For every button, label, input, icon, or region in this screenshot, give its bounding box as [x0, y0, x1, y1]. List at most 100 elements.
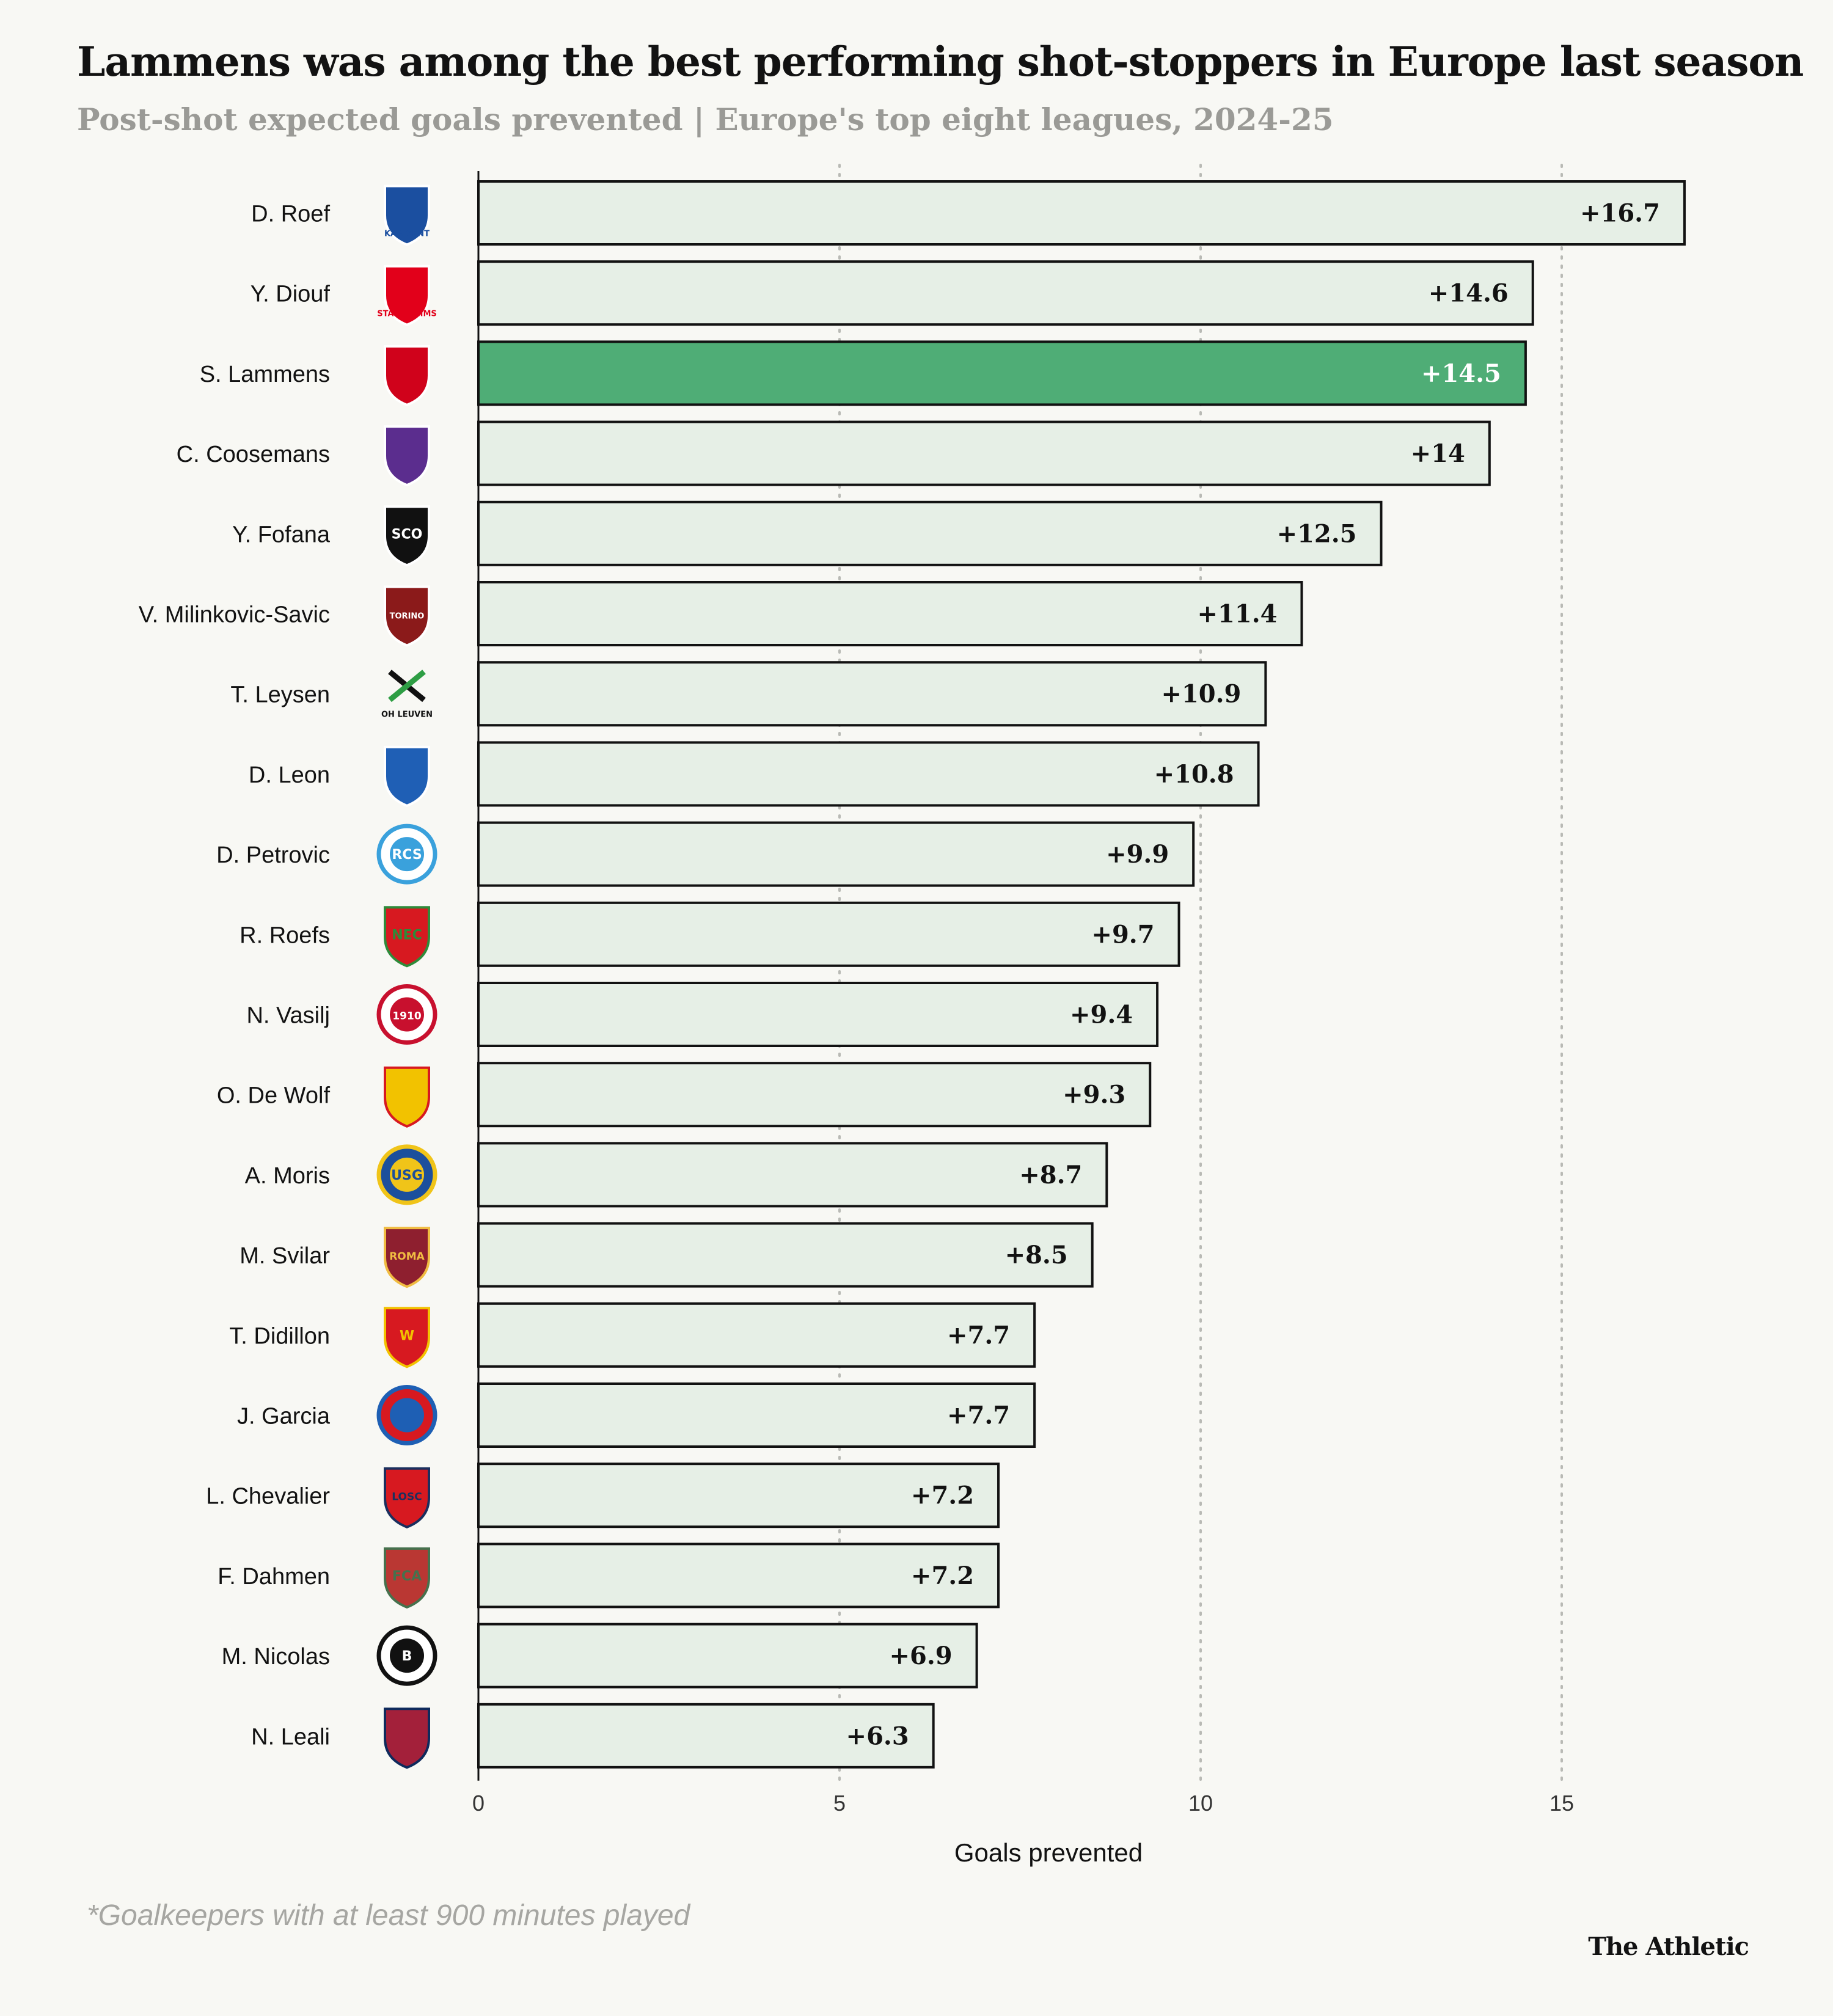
willem-ii-crest-icon: W [384, 1307, 430, 1368]
category-label: M. Svilar [240, 1243, 330, 1269]
lille-losc-crest-icon: LOSC [384, 1467, 430, 1528]
category-label: J. Garcia [237, 1404, 331, 1430]
x-axis: 0 5 10 15 [472, 1791, 1574, 1816]
category-label: D. Leon [249, 762, 330, 788]
logo-text: SCO [392, 527, 423, 542]
espanyol-crest-icon [376, 1385, 437, 1445]
fc-augsburg-crest-icon: FCA [384, 1547, 430, 1609]
bars [477, 180, 1686, 1769]
logo-text: B [402, 1649, 412, 1664]
bar [477, 661, 1267, 727]
category-label: O. De Wolf [217, 1083, 331, 1109]
data-label: +7.7 [947, 1401, 1010, 1430]
logo-text: LOSC [392, 1491, 422, 1503]
category-label: C. Coosemans [177, 442, 330, 467]
bar [477, 1302, 1036, 1368]
data-label: +7.2 [911, 1481, 974, 1510]
bar [477, 340, 1527, 406]
royal-antwerp-crest-icon [384, 345, 430, 407]
bar [477, 1062, 1152, 1128]
data-label: +11.4 [1198, 600, 1278, 629]
category-label: F. Dahmen [218, 1564, 330, 1590]
category-labels: D. Roef Y. Diouf S. Lammens C. Coosemans Y. … [139, 202, 331, 1750]
bar [477, 1222, 1094, 1288]
angers-sco-crest-icon: SCO [384, 505, 430, 567]
bar [477, 581, 1303, 646]
stade-reims-crest-icon: STADE REIMS [377, 265, 437, 326]
category-label: A. Moris [245, 1163, 330, 1189]
logo-text: 1910 [392, 1010, 421, 1023]
data-label: +7.2 [911, 1561, 974, 1590]
data-label: +9.9 [1106, 840, 1169, 869]
anderlecht-crest-icon [384, 425, 430, 487]
logo-text: W [400, 1328, 414, 1343]
bar [477, 1382, 1036, 1448]
bar [477, 260, 1534, 326]
logo-text: ROMA [389, 1251, 425, 1263]
strasbourg-crest-icon: RCS [376, 824, 437, 885]
kaa-gent-crest-icon: KAA GENT [384, 184, 430, 246]
category-label: Y. Fofana [232, 522, 331, 547]
union-sg-crest-icon: USG [376, 1144, 437, 1205]
torino-crest-icon: TORINO [384, 585, 430, 647]
x-tick-label: 0 [472, 1791, 485, 1816]
bar [477, 1703, 935, 1769]
data-label: +7.7 [947, 1321, 1010, 1349]
as-roma-crest-icon: ROMA [384, 1227, 430, 1288]
logo-text: KAA GENT [384, 230, 430, 239]
brand-logo: The Athletic [1588, 1932, 1749, 1961]
x-tick-label: 5 [833, 1791, 846, 1816]
x-tick-label: 10 [1188, 1791, 1213, 1816]
bar [477, 500, 1383, 566]
oh-leuven-crest-icon: OH LEUVEN [381, 670, 433, 720]
kv-mechelen-crest-icon [384, 1066, 430, 1128]
nec-nijmegen-crest-icon: NEC [384, 906, 430, 968]
category-label: M. Nicolas [222, 1644, 330, 1670]
category-label: V. Milinkovic-Savic [139, 602, 330, 628]
bar [477, 982, 1159, 1047]
gridlines [477, 164, 1563, 1782]
bar [477, 741, 1260, 807]
category-label: D. Petrovic [216, 842, 330, 868]
club-logos: KAA GENT STADE REIMS SCO TORINO OH LEUVEN RCS… [376, 184, 437, 1769]
bar [477, 1623, 978, 1689]
data-label: +9.4 [1070, 1001, 1133, 1029]
category-label: L. Chevalier [206, 1484, 330, 1510]
borussia-monchengladbach-crest-icon: B [376, 1625, 437, 1686]
bar [477, 901, 1180, 967]
logo-text: TORINO [390, 612, 425, 621]
data-label: +12.5 [1277, 519, 1357, 548]
data-label: +14 [1411, 439, 1465, 468]
chart-subtitle: Post-shot expected goals prevented | Eur… [77, 101, 1334, 137]
bar-chart: KAA GENT STADE REIMS SCO TORINO OH LEUVEN RCS… [139, 164, 1686, 1867]
data-label: +10.8 [1154, 760, 1234, 789]
bar [477, 1463, 1000, 1528]
data-label: +14.5 [1421, 359, 1501, 388]
bar [477, 1543, 1000, 1609]
logo-text: NEC [392, 927, 422, 943]
footnote: *Goalkeepers with at least 900 minutes p… [87, 1899, 690, 1932]
logo-text: STADE REIMS [377, 310, 437, 319]
category-label: N. Vasilj [246, 1003, 330, 1029]
data-label: +8.5 [1005, 1241, 1068, 1269]
category-label: S. Lammens [200, 362, 330, 387]
category-label: T. Didillon [229, 1323, 330, 1349]
bar [477, 1142, 1108, 1208]
x-tick-label: 15 [1549, 1791, 1574, 1816]
data-label: +16.7 [1580, 199, 1660, 228]
category-label: R. Roefs [240, 922, 330, 948]
data-label: +9.7 [1091, 920, 1154, 949]
data-label: +8.7 [1019, 1161, 1082, 1189]
category-label: T. Leysen [230, 682, 330, 708]
genoa-crest-icon [384, 1707, 430, 1769]
data-label: +14.6 [1429, 279, 1509, 308]
bar [477, 420, 1491, 486]
data-label: +6.3 [846, 1722, 909, 1750]
category-label: D. Roef [251, 202, 330, 227]
x-axis-label: Goals prevented [954, 1838, 1143, 1867]
st-pauli-crest-icon: 1910 [376, 984, 437, 1045]
logo-text: USG [391, 1168, 423, 1183]
chart-title: Lammens was among the best performing sh… [77, 38, 1804, 86]
bar [477, 821, 1195, 887]
category-label: N. Leali [251, 1724, 330, 1750]
